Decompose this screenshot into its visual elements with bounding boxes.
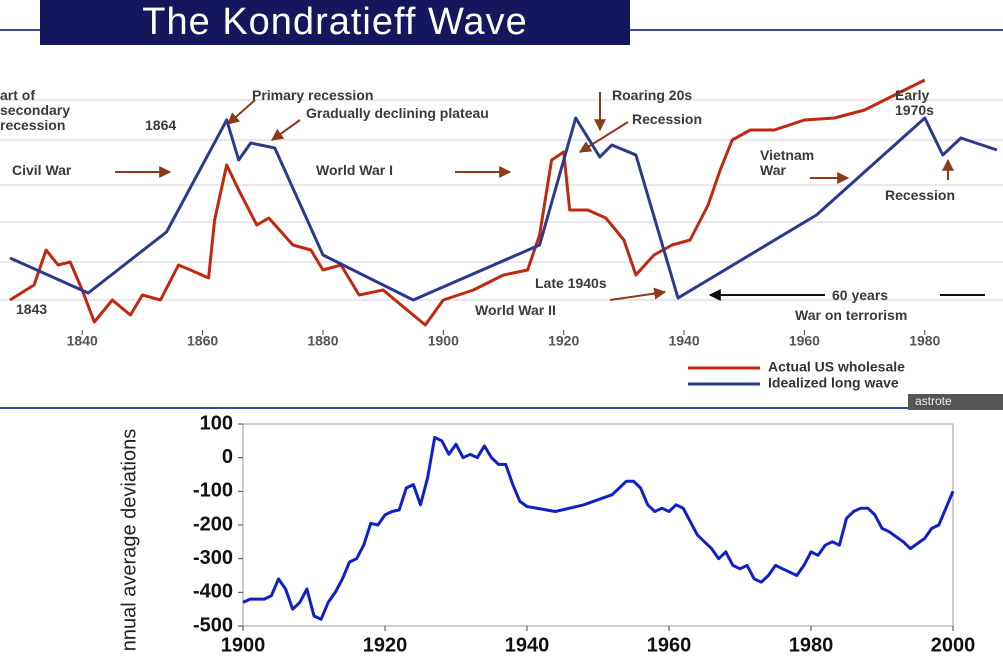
annotation: art of secondary recession (0, 87, 71, 133)
annotation: World War II (475, 302, 556, 318)
watermark-box (908, 394, 1003, 410)
x-tick-label: 1960 (647, 634, 692, 656)
data-line (242, 436, 955, 621)
data-line (9, 116, 998, 302)
x-tick-label: 1940 (505, 634, 550, 656)
annotation: Roaring 20s (612, 87, 693, 103)
slide-title: The Kondratieff Wave (40, 0, 630, 45)
annotation: Late 1940s (535, 275, 607, 291)
annotation: Civil War (12, 162, 72, 178)
plot-frame (242, 423, 954, 627)
y-tick-label: -200 (193, 513, 233, 535)
x-tick-label: 1920 (548, 333, 579, 349)
y-tick-label: -300 (193, 547, 233, 569)
annotation: Primary recession (252, 87, 374, 103)
x-tick-label: 1880 (307, 333, 338, 349)
annotation: 1864 (145, 117, 177, 133)
x-tick-label: 1840 (67, 333, 98, 349)
x-tick-label: 1920 (363, 634, 408, 656)
x-tick-label: 1980 (789, 634, 834, 656)
x-tick-label: 1900 (428, 333, 459, 349)
annotation-arrows (115, 92, 954, 301)
y-tick-label: -100 (193, 480, 233, 502)
annotation: Recession (632, 111, 703, 127)
annotation: Vietnam War (760, 147, 815, 178)
y-tick-label: 0 (222, 446, 233, 468)
watermark: astrote (915, 394, 952, 408)
annotation: Recession (885, 187, 956, 203)
x-tick-label: 2000 (931, 634, 976, 656)
annotation: Early 1970s (895, 87, 934, 118)
annotation: World War I (316, 162, 393, 178)
annotation: War on terrorism (795, 307, 908, 323)
y-axis-label: nnual average deviations (118, 429, 140, 651)
y-tick-label: -500 (193, 614, 233, 636)
annotation: Gradually declining plateau (306, 105, 489, 121)
x-tick-label: 1900 (221, 634, 266, 656)
x-tick-label: 1940 (668, 333, 699, 349)
data-line (9, 78, 926, 327)
legend-label: Actual US wholesale (768, 359, 905, 375)
x-tick-label: 1960 (789, 333, 820, 349)
x-tick-label: 1860 (187, 333, 218, 349)
annotation: 60 years (832, 287, 889, 303)
legend-label: Idealized long wave (768, 375, 899, 391)
y-tick-label: -400 (193, 581, 233, 603)
x-tick-label: 1980 (909, 333, 940, 349)
y-tick-label: 100 (200, 412, 233, 434)
annotation: 1843 (16, 301, 48, 317)
